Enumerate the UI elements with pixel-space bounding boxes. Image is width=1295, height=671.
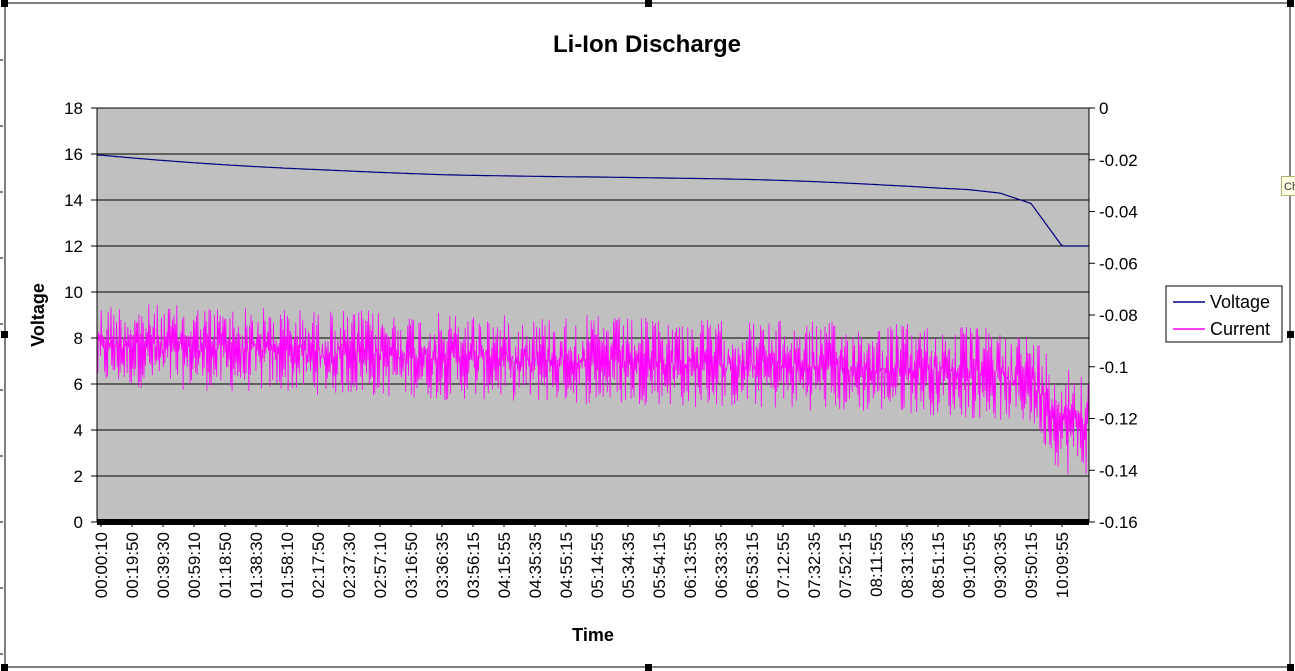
x-tick-label: 01:18:50 xyxy=(216,532,235,598)
x-tick-label: 02:17:50 xyxy=(309,532,328,598)
x-tick-label: 09:30:35 xyxy=(991,532,1010,598)
gridlines xyxy=(97,107,1089,477)
x-tick-label: 07:52:15 xyxy=(836,532,855,598)
current-line[interactable] xyxy=(96,304,1090,475)
y-tick-label: 18 xyxy=(64,99,83,118)
x-tick-label: 00:19:50 xyxy=(123,532,142,598)
chart-title: Li-Ion Discharge xyxy=(553,31,741,58)
legend[interactable]: Voltage Current xyxy=(1165,285,1283,343)
x-tick-label: 02:57:10 xyxy=(371,532,390,598)
x-tick-label: 08:11:55 xyxy=(867,532,886,597)
x-tick-label: 06:33:35 xyxy=(712,532,731,598)
x-tick-label: 07:32:35 xyxy=(805,532,824,598)
handle-middle-right[interactable] xyxy=(1287,331,1294,338)
y2-tick-label: -0.12 xyxy=(1099,410,1138,429)
x-tick-label: 02:37:30 xyxy=(340,532,359,598)
x-tick-label: 06:53:15 xyxy=(743,532,762,598)
legend-voltage-label: Voltage xyxy=(1210,292,1270,312)
y2-tick-label: -0.1 xyxy=(1099,358,1128,377)
handle-bottom-right[interactable] xyxy=(1287,664,1294,671)
y-tick-label: 8 xyxy=(74,329,83,348)
handle-top-left[interactable] xyxy=(1,0,8,7)
y2-tick-label: -0.14 xyxy=(1099,461,1138,480)
voltage-series[interactable] xyxy=(97,154,1089,247)
x-tick-label: 05:14:55 xyxy=(588,532,607,598)
y-tick-label: 14 xyxy=(64,191,83,210)
handle-bottom-middle[interactable] xyxy=(645,664,652,671)
y-tick-label: 12 xyxy=(64,237,83,256)
side-tab[interactable]: Ch xyxy=(1281,176,1295,196)
x-tick-label: 03:56:15 xyxy=(464,532,483,598)
y-axis-ticks: 0 2 4 6 8 10 12 14 16 18 xyxy=(64,99,97,532)
y-tick-label: 2 xyxy=(74,467,83,486)
x-tick-label: 00:00:10 xyxy=(92,532,111,598)
y2-tick-label: -0.02 xyxy=(1099,151,1138,170)
y2-tick-label: 0 xyxy=(1099,99,1108,118)
handle-bottom-left[interactable] xyxy=(1,664,8,671)
x-tick-label: 06:13:55 xyxy=(681,532,700,598)
x-tick-label: 08:51:15 xyxy=(929,532,948,598)
x-tick-label: 07:12:55 xyxy=(774,532,793,598)
x-axis-title: Time xyxy=(572,625,614,645)
y-tick-label: 0 xyxy=(74,513,83,532)
y-tick-label: 16 xyxy=(64,145,83,164)
y2-tick-label: -0.04 xyxy=(1099,203,1138,222)
handle-top-middle[interactable] xyxy=(645,0,652,7)
x-tick-label: 03:36:35 xyxy=(433,532,452,598)
x-tick-label: 04:15:55 xyxy=(495,532,514,598)
legend-box[interactable] xyxy=(1165,285,1283,343)
x-axis-ticks: 00:00:10 00:19:50 00:39:30 00:59:10 01:18:50… xyxy=(92,522,1072,598)
y2-tick-label: -0.06 xyxy=(1099,254,1138,273)
x-tick-label: 04:35:35 xyxy=(526,532,545,598)
x-tick-label: 03:16:50 xyxy=(402,532,421,598)
handle-top-right[interactable] xyxy=(1287,0,1294,7)
voltage-line[interactable] xyxy=(97,154,1089,247)
x-tick-label: 05:54:15 xyxy=(650,532,669,598)
y2-tick-label: -0.08 xyxy=(1099,306,1138,325)
y2-tick-label: -0.16 xyxy=(1099,513,1138,532)
y2-axis-ticks: -0.16 -0.14 -0.12 -0.1 -0.08 -0.06 -0.04 -0.02 0 xyxy=(1089,99,1138,532)
x-tick-label: 01:38:30 xyxy=(247,532,266,598)
y-tick-label: 4 xyxy=(74,421,83,440)
x-tick-label: 01:58:10 xyxy=(278,532,297,598)
y-tick-label: 10 xyxy=(64,283,83,302)
x-tick-label: 09:50:15 xyxy=(1022,532,1041,598)
current-series[interactable] xyxy=(96,304,1090,475)
x-tick-label: 04:55:15 xyxy=(557,532,576,598)
x-tick-label: 00:59:10 xyxy=(185,532,204,598)
y-axis-title: Voltage xyxy=(28,283,48,347)
handle-middle-left[interactable] xyxy=(1,331,8,338)
y-tick-label: 6 xyxy=(74,375,83,394)
legend-current-label: Current xyxy=(1210,319,1270,339)
x-tick-label: 10:09:55 xyxy=(1053,532,1072,598)
x-tick-label: 00:39:30 xyxy=(154,532,173,598)
edge-ticks xyxy=(0,59,3,655)
x-tick-label: 05:34:35 xyxy=(619,532,638,598)
x-tick-label: 09:10:55 xyxy=(960,532,979,598)
x-tick-label: 08:31:35 xyxy=(898,532,917,598)
